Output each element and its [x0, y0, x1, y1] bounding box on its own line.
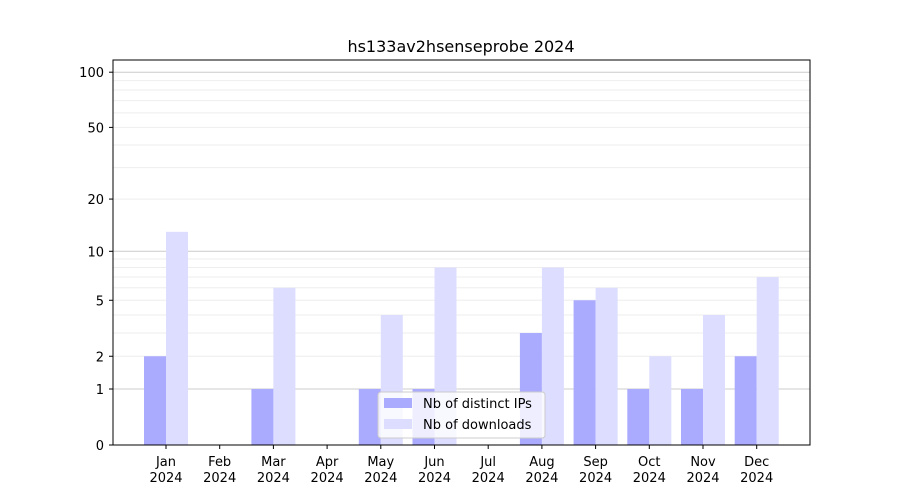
- chart-title: hs133av2hsenseprobe 2024: [347, 37, 574, 56]
- y-tick-label: 20: [87, 193, 104, 208]
- x-tick-label: Jan: [155, 455, 176, 470]
- x-tick-label: 2024: [579, 471, 612, 486]
- bar-distinct-ips: [573, 300, 596, 445]
- x-tick-label: Sep: [583, 455, 608, 470]
- y-tick-label: 50: [87, 121, 104, 136]
- bar-distinct-ips: [734, 356, 757, 445]
- bar-downloads: [756, 277, 779, 445]
- y-tick-label: 1: [96, 383, 104, 398]
- x-tick-label: Jul: [479, 455, 496, 470]
- y-tick-label: 100: [79, 66, 104, 81]
- bar-distinct-ips: [144, 356, 166, 445]
- y-tick-label: 10: [87, 245, 104, 260]
- y-tick-label: 5: [96, 294, 104, 309]
- bar-downloads: [703, 314, 725, 445]
- x-tick-label: May: [367, 455, 394, 470]
- bar-downloads: [595, 287, 618, 445]
- legend-label: Nb of downloads: [423, 418, 532, 433]
- x-tick-label: Oct: [638, 455, 660, 470]
- plot-frame: [112, 59, 811, 446]
- x-tick-label: 2024: [686, 471, 719, 486]
- legend-box: [377, 391, 546, 439]
- x-tick-label: 2024: [525, 471, 558, 486]
- bar-distinct-ips: [681, 389, 703, 445]
- x-tick-label: Apr: [316, 455, 339, 470]
- bar-downloads: [166, 231, 188, 445]
- x-tick-label: Feb: [208, 455, 231, 470]
- x-tick-label: Nov: [690, 455, 716, 470]
- y-tick-label: 2: [96, 350, 104, 365]
- legend-swatch: [384, 398, 412, 408]
- bar-distinct-ips: [627, 389, 650, 445]
- legend-swatch: [384, 419, 412, 429]
- x-tick-label: 2024: [311, 471, 344, 486]
- bar-downloads: [273, 287, 296, 445]
- x-tick-label: Mar: [261, 455, 286, 470]
- bar-downloads: [649, 356, 672, 445]
- x-tick-label: 2024: [149, 471, 182, 486]
- x-tick-label: 2024: [364, 471, 397, 486]
- x-tick-label: 2024: [257, 471, 290, 486]
- legend: Nb of distinct IPs Nb of downloads: [377, 391, 546, 439]
- x-tick-label: 2024: [472, 471, 505, 486]
- bar-downloads: [541, 267, 564, 445]
- bar-distinct-ips: [251, 389, 274, 445]
- y-tick-label: 0: [96, 439, 104, 454]
- x-tick-label: Jun: [423, 455, 444, 470]
- x-tick-label: Aug: [529, 455, 554, 470]
- x-tick-label: 2024: [418, 471, 451, 486]
- legend-label: Nb of distinct IPs: [423, 397, 532, 412]
- x-tick-label: 2024: [740, 471, 773, 486]
- x-tick-label: 2024: [203, 471, 236, 486]
- x-tick-label: Dec: [744, 455, 769, 470]
- x-tick-label: 2024: [633, 471, 666, 486]
- bar-distinct-ips: [358, 389, 381, 445]
